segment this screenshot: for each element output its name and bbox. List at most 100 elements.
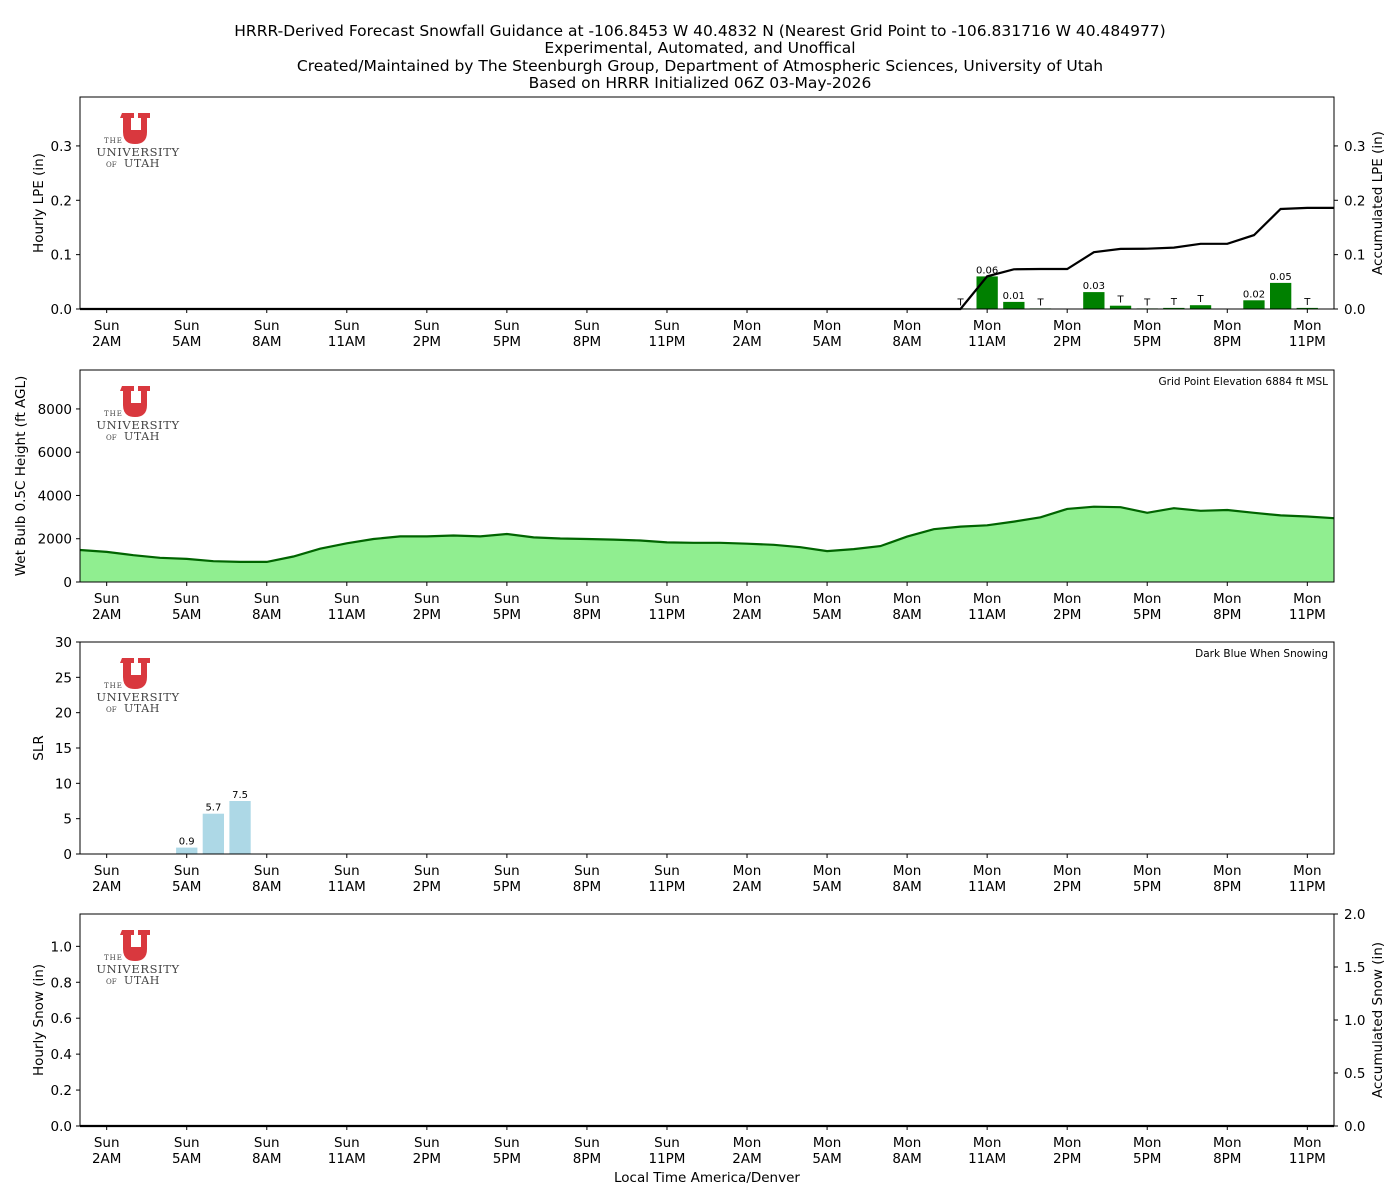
x-tick-day-label: Mon — [1133, 1135, 1161, 1151]
y-tick-label: 4000 — [38, 488, 72, 504]
x-tick-day-label: Sun — [494, 1135, 520, 1151]
y-tick-label: 10 — [55, 776, 72, 792]
x-tick-day-label: Mon — [733, 863, 761, 879]
bar-label-12: T — [1303, 297, 1311, 308]
figure-title: HRRR-Derived Forecast Snowfall Guidance … — [234, 22, 1165, 92]
x-tick-time-label: 5AM — [172, 607, 201, 623]
x-tick-time-label: 8AM — [252, 1151, 281, 1167]
y-tick-label: 15 — [55, 741, 72, 757]
x-tick-day-label: Sun — [334, 591, 360, 607]
bar-label-11: 0.05 — [1269, 272, 1291, 283]
y-tick-label: 20 — [55, 706, 72, 722]
x-tick-day-label: Mon — [973, 591, 1001, 607]
x-tick-time-label: 11AM — [968, 334, 1006, 350]
x-tick-time-label: 2AM — [92, 879, 121, 895]
x-tick-time-label: 11AM — [968, 879, 1006, 895]
x-tick-time-label: 5PM — [1133, 879, 1161, 895]
wetbulb-area-fill — [80, 506, 1334, 582]
x-tick-day-label: Sun — [334, 863, 360, 879]
x-tick-time-label: 8PM — [573, 1151, 601, 1167]
x-tick-day-label: Sun — [174, 863, 200, 879]
y-axis-label: Hourly LPE (in) — [31, 153, 47, 253]
x-tick-time-label: 2AM — [732, 334, 761, 350]
y-right-tick-label: 0.5 — [1344, 1066, 1365, 1082]
bar-label-1: 0.9 — [179, 837, 195, 848]
y-right-tick-label: 2.0 — [1344, 907, 1365, 923]
bar-3 — [1003, 301, 1025, 309]
x-tick-day-label: Sun — [414, 863, 440, 879]
x-tick-day-label: Sun — [494, 318, 520, 334]
wetbulb-height-line — [79, 505, 1335, 564]
logo-of-text: OF — [106, 978, 117, 986]
y-right-tick-label: 0.0 — [1344, 302, 1365, 318]
x-tick-time-label: 11PM — [648, 607, 685, 623]
x-tick-time-label: 11PM — [648, 334, 685, 350]
y-right-axis-label: Accumulated LPE (in) — [1370, 131, 1386, 275]
bar-6 — [1109, 305, 1132, 309]
x-tick-time-label: 5AM — [172, 879, 201, 895]
x-tick-day-label: Mon — [813, 591, 841, 607]
x-tick-day-label: Mon — [1133, 863, 1161, 879]
x-tick-time-label: 2PM — [1053, 879, 1081, 895]
x-tick-day-label: Mon — [1053, 863, 1081, 879]
x-tick-day-label: Mon — [813, 1135, 841, 1151]
y-tick-label: 2000 — [38, 532, 72, 548]
x-tick-day-label: Mon — [1133, 591, 1161, 607]
x-tick-time-label: 11PM — [1289, 607, 1326, 623]
y-tick-label: 0 — [63, 847, 72, 863]
x-tick-time-label: 8PM — [1213, 334, 1241, 350]
y-tick-label: 0.0 — [51, 1119, 72, 1135]
x-tick-day-label: Sun — [494, 863, 520, 879]
y-right-tick-label: 1.5 — [1344, 960, 1365, 976]
logo-university-text: UNIVERSITY — [96, 145, 179, 159]
x-tick-time-label: 8PM — [1213, 1151, 1241, 1167]
x-tick-time-label: 5PM — [493, 879, 521, 895]
x-tick-time-label: 8PM — [573, 607, 601, 623]
x-tick-day-label: Mon — [1293, 863, 1321, 879]
x-tick-time-label: 2AM — [92, 334, 121, 350]
x-tick-time-label: 5PM — [1133, 607, 1161, 623]
x-tick-day-label: Mon — [1213, 863, 1241, 879]
bar-label-10: 0.02 — [1243, 289, 1265, 300]
bar-8 — [1163, 307, 1185, 309]
x-tick-day-label: Sun — [254, 863, 280, 879]
title-line-3: Created/Maintained by The Steenburgh Gro… — [297, 57, 1103, 75]
panel-annotation: Dark Blue When Snowing — [1195, 648, 1328, 660]
x-tick-day-label: Sun — [574, 863, 600, 879]
x-tick-time-label: 2PM — [413, 1151, 441, 1167]
x-tick-day-label: Mon — [1293, 1135, 1321, 1151]
bar-label-6: T — [1117, 295, 1125, 306]
x-tick-day-label: Mon — [1213, 318, 1241, 334]
x-tick-day-label: Sun — [334, 1135, 360, 1151]
x-tick-day-label: Sun — [654, 591, 680, 607]
x-tick-time-label: 5PM — [493, 1151, 521, 1167]
x-tick-time-label: 8AM — [892, 879, 921, 895]
y-right-tick-label: 1.0 — [1344, 1013, 1365, 1029]
block-u-icon — [120, 930, 150, 961]
x-tick-day-label: Mon — [973, 1135, 1001, 1151]
x-tick-time-label: 5AM — [812, 1151, 841, 1167]
x-tick-time-label: 5AM — [172, 1151, 201, 1167]
y-tick-label: 0.4 — [51, 1047, 72, 1063]
panel-annotation: Grid Point Elevation 6884 ft MSL — [1159, 376, 1329, 388]
block-u-icon — [120, 113, 150, 144]
x-tick-time-label: 5AM — [812, 879, 841, 895]
bar-10 — [1243, 300, 1265, 309]
bar-label-3: 7.5 — [232, 790, 248, 801]
bar-5 — [1083, 292, 1105, 309]
y-tick-label: 0.1 — [51, 248, 72, 264]
y-tick-label: 0.0 — [51, 302, 72, 318]
bar-label-1: T — [956, 297, 964, 308]
x-tick-day-label: Sun — [414, 1135, 440, 1151]
bar-9 — [1189, 305, 1212, 309]
x-tick-day-label: Mon — [893, 591, 921, 607]
bar-label-2: 5.7 — [205, 803, 221, 814]
logo-the-text: THE — [104, 954, 123, 962]
x-tick-time-label: 2AM — [732, 1151, 761, 1167]
